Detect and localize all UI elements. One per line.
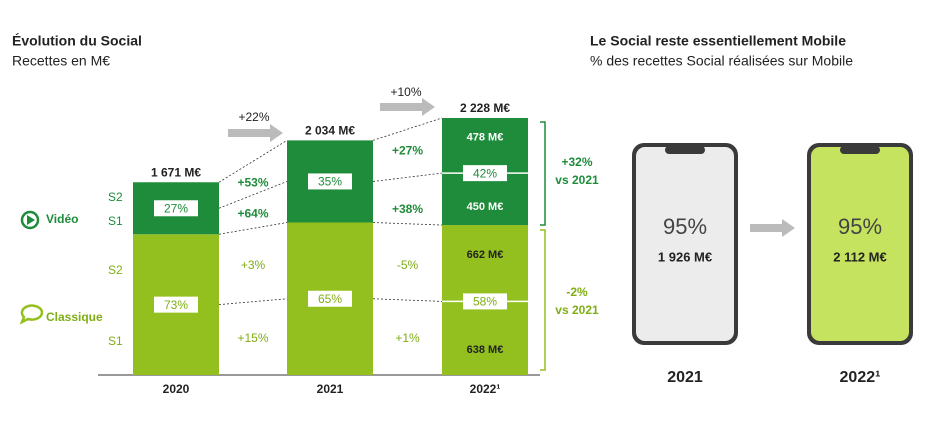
- year-label: 2021: [667, 369, 703, 386]
- growth: +53%: [237, 175, 268, 189]
- share-label: 65%: [318, 292, 342, 306]
- connector: [372, 117, 443, 141]
- total-label: 2 034 M€: [305, 124, 355, 138]
- total-growth: +22%: [238, 110, 269, 124]
- subtitle: Recettes en M€: [12, 53, 110, 69]
- subtitle: % des recettes Social réalisées sur Mobi…: [590, 53, 853, 69]
- share-box: [463, 293, 507, 310]
- classic-icon: [19, 304, 44, 325]
- growth: +27%: [392, 143, 423, 157]
- bracket: [540, 121, 546, 226]
- connector: [372, 172, 443, 182]
- amount: 2 112 M€: [833, 249, 887, 264]
- half-label: S1: [108, 214, 123, 228]
- share-box: [463, 165, 507, 182]
- half-value: 638 M€: [467, 344, 504, 356]
- half-label: S2: [108, 190, 123, 204]
- connector: [373, 173, 442, 181]
- growth: +15%: [237, 331, 268, 345]
- growth: -5%: [397, 258, 419, 272]
- share-box: [154, 200, 198, 217]
- year-label: 2022¹: [840, 369, 881, 386]
- total-label: 2 228 M€: [460, 101, 510, 115]
- share-box: [308, 290, 352, 307]
- title: Le Social reste essentiellement Mobile: [590, 33, 846, 49]
- total-growth: +10%: [390, 85, 421, 99]
- arrow: [228, 124, 283, 142]
- bracket: [540, 229, 546, 371]
- title: Évolution du Social: [12, 33, 142, 49]
- x-tick-label: 2021: [317, 382, 344, 396]
- connector: [218, 298, 288, 306]
- phone-notch: [665, 146, 705, 154]
- legend-label: Vidéo: [46, 212, 78, 226]
- share-label: 58%: [473, 295, 497, 309]
- arrow: [750, 219, 795, 237]
- x-tick-label: 2020: [163, 382, 190, 396]
- half-label: S1: [108, 334, 123, 348]
- share-label: 35%: [318, 175, 342, 189]
- growth: +3%: [241, 258, 266, 272]
- growth: +64%: [237, 207, 268, 221]
- share-label: 42%: [473, 166, 497, 180]
- growth: +1%: [395, 331, 420, 345]
- connector: [372, 298, 443, 302]
- half-label: S2: [108, 263, 123, 277]
- share-value: 95%: [838, 214, 882, 239]
- change: vs 2021: [555, 173, 599, 187]
- growth: +38%: [392, 202, 423, 216]
- arrow: [380, 98, 435, 116]
- share-label: 27%: [164, 201, 188, 215]
- connector: [218, 140, 288, 183]
- amount: 1 926 M€: [658, 249, 712, 264]
- share-label: 73%: [164, 298, 188, 312]
- connector: [218, 181, 288, 209]
- change: -2%: [566, 285, 588, 299]
- half-value: 662 M€: [467, 249, 504, 261]
- video-icon: [27, 215, 35, 225]
- x-tick-label: 2022¹: [470, 382, 501, 396]
- total-label: 1 671 M€: [151, 165, 201, 179]
- half-value: 450 M€: [467, 201, 504, 213]
- phone-screen: [636, 147, 734, 341]
- legend-label: Classique: [46, 310, 103, 324]
- half-value: 478 M€: [467, 131, 504, 143]
- video-icon: [20, 210, 40, 230]
- share-value: 95%: [663, 214, 707, 239]
- change: vs 2021: [555, 303, 599, 317]
- share-box: [154, 296, 198, 313]
- phone-notch: [840, 146, 880, 154]
- connector: [372, 222, 443, 226]
- share-box: [308, 173, 352, 190]
- connector: [218, 222, 288, 235]
- change: +32%: [561, 155, 592, 169]
- phone-screen: [811, 147, 909, 341]
